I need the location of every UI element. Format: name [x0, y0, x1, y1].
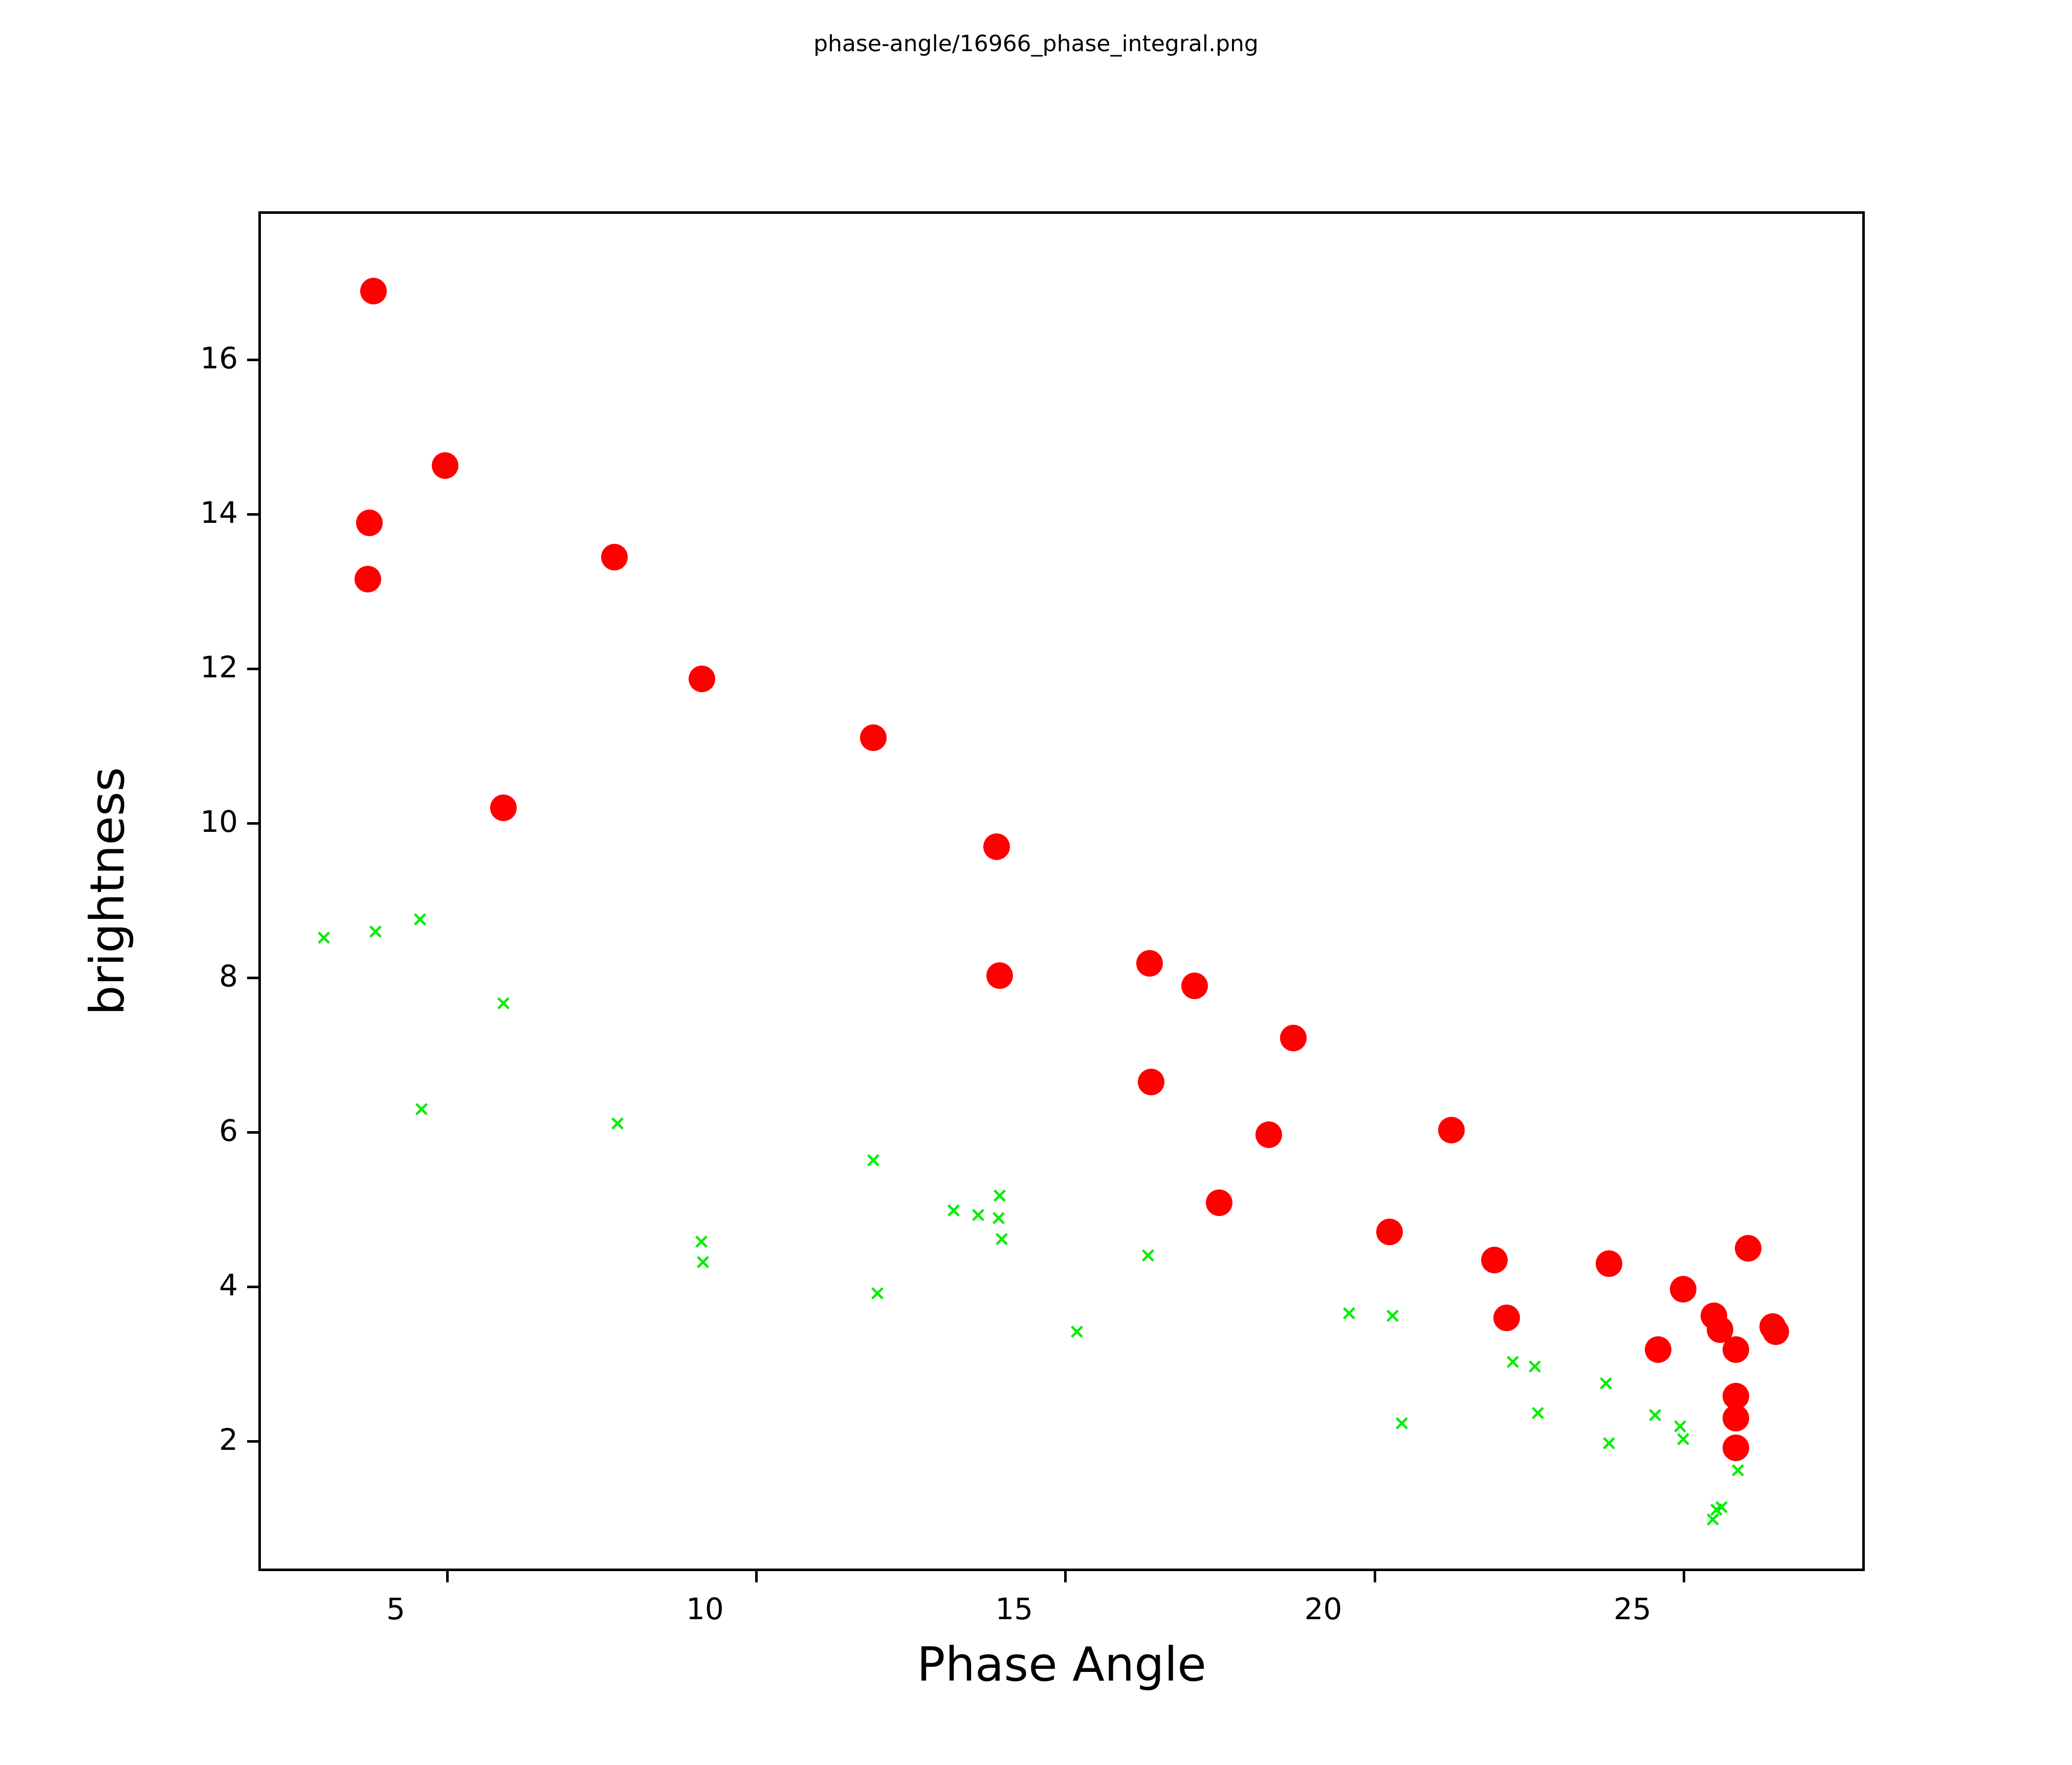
y-tick-label: 2 [219, 1422, 238, 1458]
data-point-circle [1438, 1117, 1465, 1144]
x-tick-mark [755, 1571, 758, 1582]
data-point-x [1648, 1408, 1663, 1423]
data-point-circle [1722, 1336, 1749, 1363]
y-tick-label: 10 [200, 804, 238, 840]
x-tick-label: 5 [386, 1592, 406, 1626]
data-point-x [1530, 1405, 1545, 1420]
data-point-circle [1138, 1069, 1165, 1096]
y-tick-label: 14 [200, 495, 238, 530]
data-point-circle [1762, 1318, 1790, 1345]
data-point-x [1141, 1248, 1156, 1263]
data-point-circle [688, 666, 715, 693]
data-point-x [496, 996, 511, 1011]
y-tick-mark [247, 822, 258, 825]
data-point-circle [1493, 1305, 1520, 1332]
data-point-circle [1136, 950, 1163, 977]
data-point-x [946, 1203, 961, 1218]
data-point-circle [1722, 1405, 1749, 1432]
data-point-circle [1481, 1246, 1508, 1273]
data-point-x [1731, 1463, 1746, 1477]
data-point-x [1598, 1376, 1613, 1391]
data-point-circle [986, 962, 1013, 989]
data-point-x [1341, 1306, 1356, 1320]
x-axis-label: Phase Angle [917, 1637, 1206, 1692]
data-point-circle [601, 543, 628, 570]
data-point-x [1676, 1432, 1690, 1447]
data-point-x [317, 930, 332, 945]
data-point-x [694, 1234, 709, 1249]
data-point-circle [490, 795, 517, 822]
data-point-circle [859, 724, 887, 751]
y-tick-mark [247, 358, 258, 361]
data-point-circle [432, 452, 459, 479]
data-point-circle [1595, 1250, 1622, 1277]
data-point-x [1527, 1359, 1542, 1374]
data-point-x [1394, 1416, 1409, 1430]
data-point-x [414, 1102, 429, 1117]
data-point-x [1385, 1308, 1400, 1323]
data-point-circle [1181, 972, 1208, 999]
data-point-x [1506, 1354, 1520, 1369]
y-tick-label: 16 [200, 340, 238, 376]
data-point-circle [1734, 1235, 1761, 1262]
x-tick-mark [1064, 1571, 1067, 1582]
x-tick-label: 10 [686, 1592, 724, 1626]
data-point-x [610, 1116, 625, 1131]
data-point-circle [1722, 1434, 1749, 1461]
data-point-circle [360, 278, 387, 305]
data-point-x [866, 1153, 880, 1167]
x-tick-label: 25 [1613, 1592, 1651, 1626]
y-axis-label: brightness [80, 767, 135, 1016]
x-tick-mark [1373, 1571, 1376, 1582]
data-point-x [412, 912, 427, 926]
data-point-circle [1206, 1189, 1233, 1217]
data-point-x [993, 1188, 1007, 1203]
data-point-x [368, 924, 383, 939]
data-point-circle [1645, 1336, 1672, 1363]
y-tick-mark [247, 1440, 258, 1443]
y-tick-mark [247, 668, 258, 671]
data-point-circle [356, 510, 383, 537]
data-point-x [1672, 1419, 1687, 1433]
data-point-x [695, 1255, 710, 1270]
data-point-x [971, 1208, 985, 1223]
data-point-circle [983, 833, 1010, 860]
data-point-circle [1669, 1276, 1696, 1303]
data-point-circle [1280, 1025, 1307, 1052]
y-tick-mark [247, 977, 258, 980]
data-point-circle [355, 566, 382, 593]
y-tick-mark [247, 1286, 258, 1289]
x-tick-mark [1682, 1571, 1685, 1582]
data-point-x [1705, 1512, 1720, 1527]
data-point-x [870, 1286, 885, 1300]
y-tick-label: 6 [219, 1113, 238, 1149]
data-point-x [1709, 1502, 1724, 1517]
x-tick-mark [446, 1571, 449, 1582]
x-tick-label: 20 [1304, 1592, 1342, 1626]
data-point-circle [1255, 1121, 1283, 1149]
y-tick-mark [247, 513, 258, 516]
data-point-x [994, 1231, 1009, 1246]
y-tick-mark [247, 1131, 258, 1134]
figure-title: phase-angle/16966_phase_integral.png [813, 31, 1259, 57]
data-point-x [1070, 1325, 1085, 1339]
data-point-circle [1722, 1382, 1749, 1409]
y-tick-label: 4 [219, 1268, 238, 1303]
data-point-circle [1376, 1219, 1403, 1246]
y-tick-label: 8 [219, 959, 238, 994]
plot-area [261, 214, 1862, 1569]
y-tick-label: 12 [200, 650, 238, 685]
data-point-x [1601, 1436, 1616, 1450]
data-point-x [991, 1211, 1006, 1226]
x-tick-label: 15 [995, 1592, 1033, 1626]
plot-frame [258, 211, 1865, 1571]
